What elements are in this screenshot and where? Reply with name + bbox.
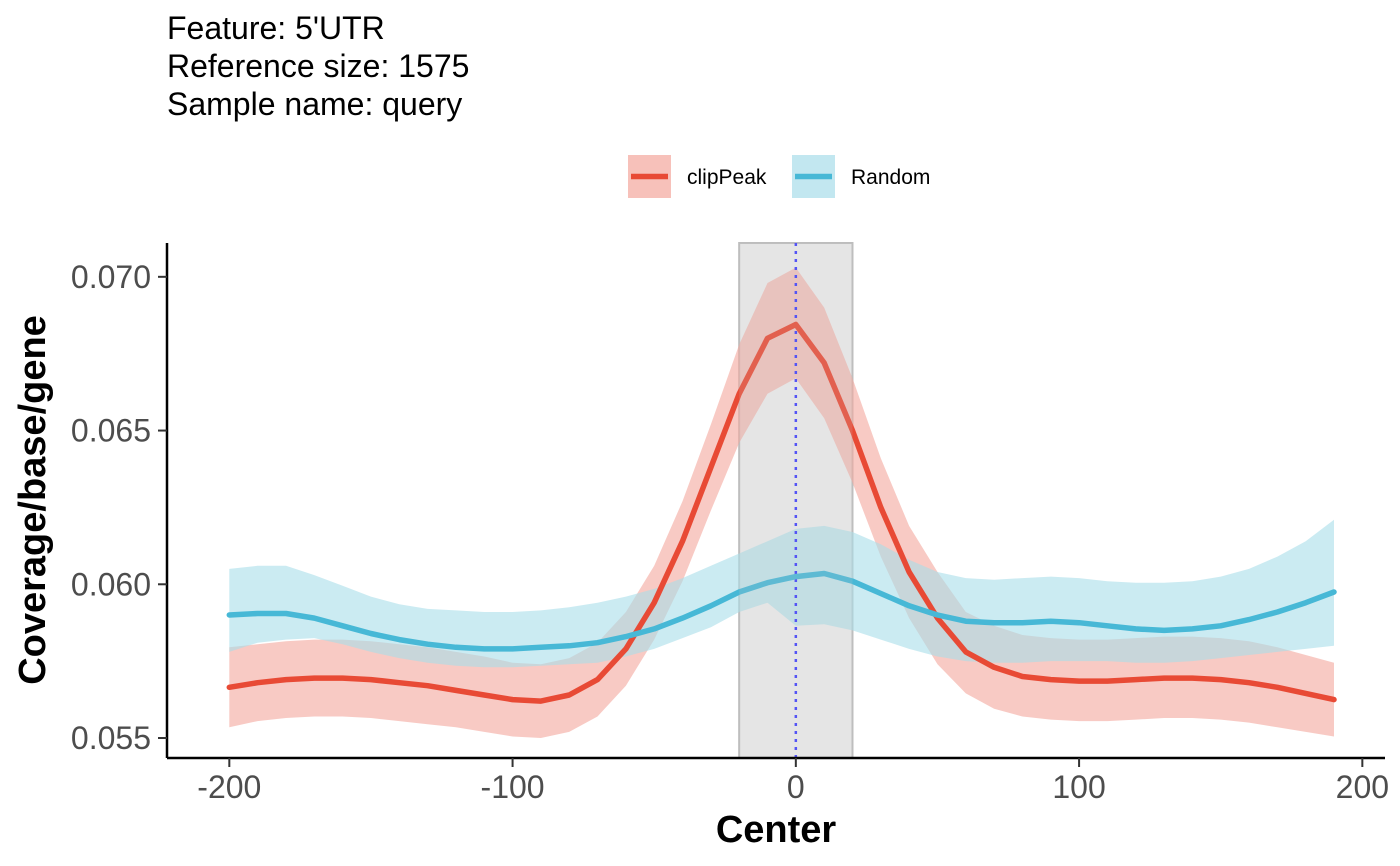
confidence-band-random bbox=[229, 519, 1334, 668]
confidence-bands-layer bbox=[229, 267, 1334, 738]
confidence-band-clippeak bbox=[229, 267, 1334, 738]
subtitle-line: Feature: 5'UTR bbox=[167, 10, 385, 46]
highlight-region-overlay bbox=[739, 243, 853, 758]
axes: -200 -100 0 100 200 0.055 0.060 0.065 0.070 bbox=[71, 243, 1389, 805]
x-tick-label: 200 bbox=[1336, 769, 1389, 805]
series-line-random bbox=[226, 570, 1337, 652]
series-lines-layer bbox=[226, 243, 1337, 758]
y-axis-ticks: 0.055 0.060 0.065 0.070 bbox=[71, 259, 167, 756]
y-tick-label: 0.065 bbox=[71, 413, 151, 449]
x-tick-label: -200 bbox=[197, 769, 261, 805]
x-axis-ticks: -200 -100 0 100 200 bbox=[197, 758, 1389, 805]
legend-label-random: Random bbox=[851, 166, 930, 189]
y-tick-label: 0.060 bbox=[71, 566, 151, 602]
chart-legend: clipPeak Random bbox=[628, 155, 930, 198]
x-tick-label: 100 bbox=[1052, 769, 1105, 805]
y-axis-title: Coverage/base/gene bbox=[12, 315, 54, 685]
x-tick-label: -100 bbox=[481, 769, 545, 805]
subtitle-line: Reference size: 1575 bbox=[167, 48, 469, 84]
y-tick-label: 0.055 bbox=[71, 720, 151, 756]
legend-label-clippeak: clipPeak bbox=[687, 166, 767, 189]
x-tick-label: 0 bbox=[787, 769, 805, 805]
y-tick-label: 0.070 bbox=[71, 259, 151, 295]
series-line-clippeak bbox=[226, 321, 1337, 704]
plot-area bbox=[226, 242, 1337, 759]
subtitle-line: Sample name: query bbox=[167, 86, 462, 122]
x-axis-title: Center bbox=[716, 809, 837, 851]
